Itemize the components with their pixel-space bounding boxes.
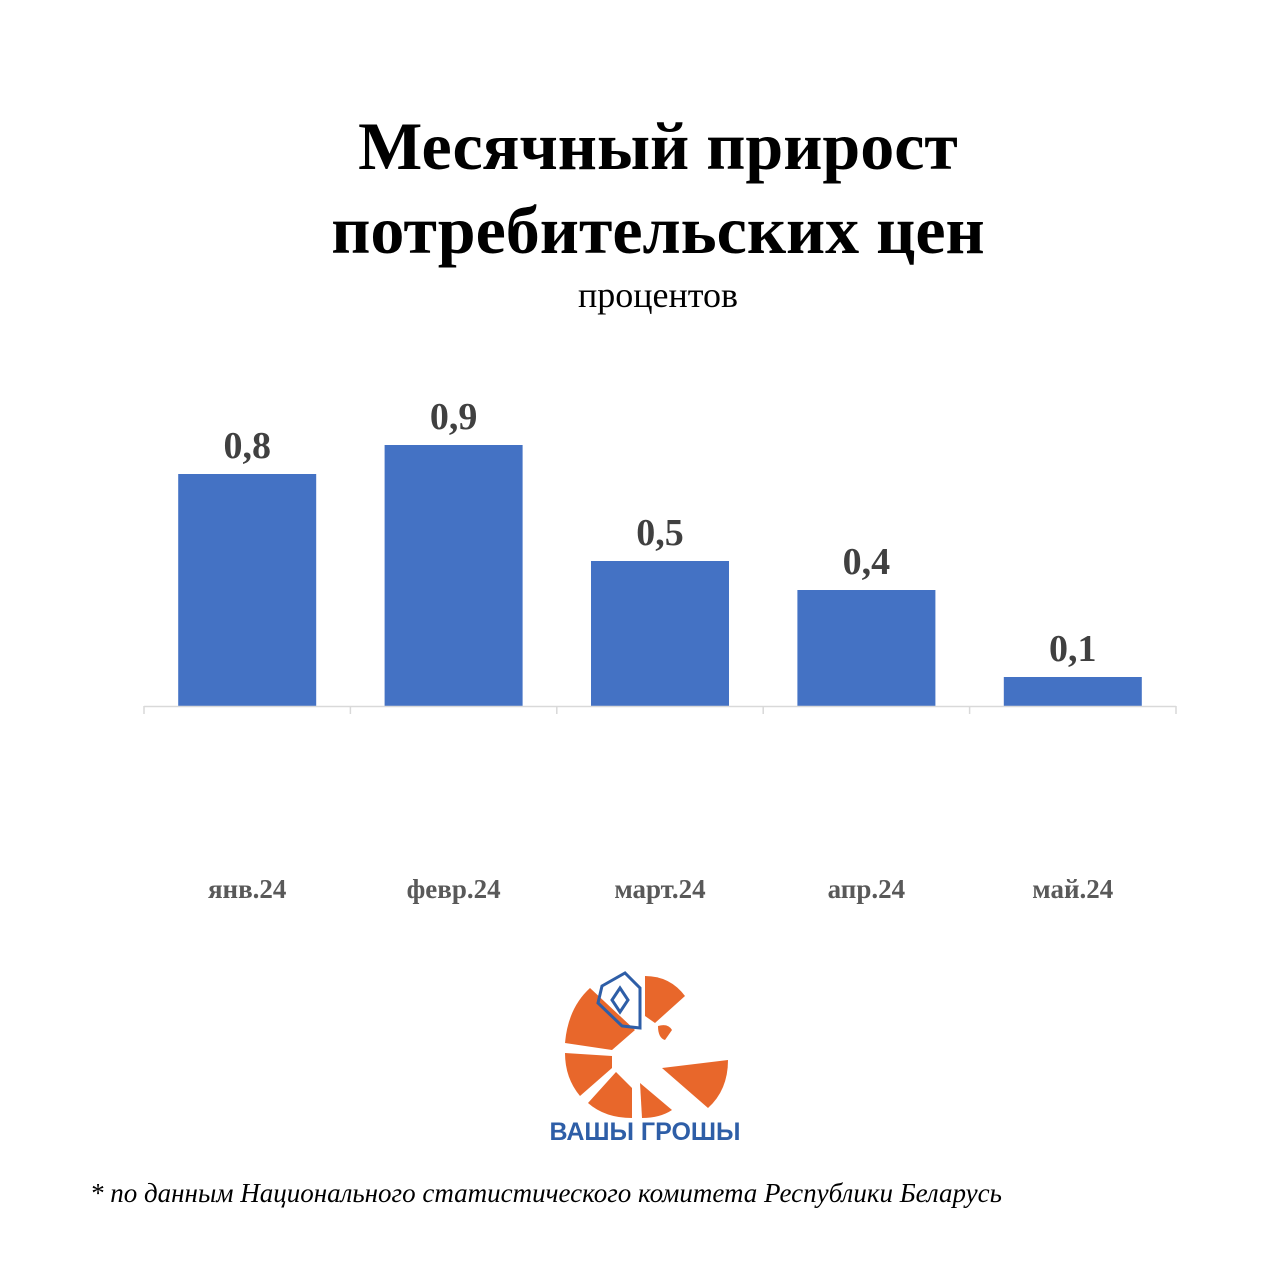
category-label: янв.24: [208, 874, 287, 904]
category-label: май.24: [1032, 874, 1113, 904]
chart-title-line-2: потребительских цен: [331, 192, 985, 268]
category-label: февр.24: [407, 874, 501, 904]
bar-2: [591, 561, 729, 706]
data-label: 0,5: [636, 512, 684, 554]
bar-1: [384, 445, 523, 706]
bar-4: [1003, 677, 1142, 706]
data-label: 0,1: [1049, 628, 1097, 670]
data-label: 0,8: [223, 425, 271, 467]
vashy-groshy-logo: [565, 971, 728, 1118]
category-label: март.24: [614, 874, 705, 904]
chart-title-line-1: Месячный прирост: [358, 108, 958, 184]
source-footnote: * по данным Национального статистическог…: [90, 1178, 1002, 1208]
chart-subtitle: процентов: [577, 275, 739, 315]
bar-chart: 0,8 янв.24 0,9 февр.24 0,5 март.24 0,4 апр.24 0,…: [143, 396, 1177, 904]
logo-text: ВАШЫ ГРОШЫ: [549, 1118, 741, 1146]
data-label: 0,9: [430, 396, 478, 438]
category-label: апр.24: [828, 874, 905, 904]
bar-0: [178, 474, 317, 706]
bar-3: [797, 590, 936, 706]
data-label: 0,4: [843, 541, 891, 583]
